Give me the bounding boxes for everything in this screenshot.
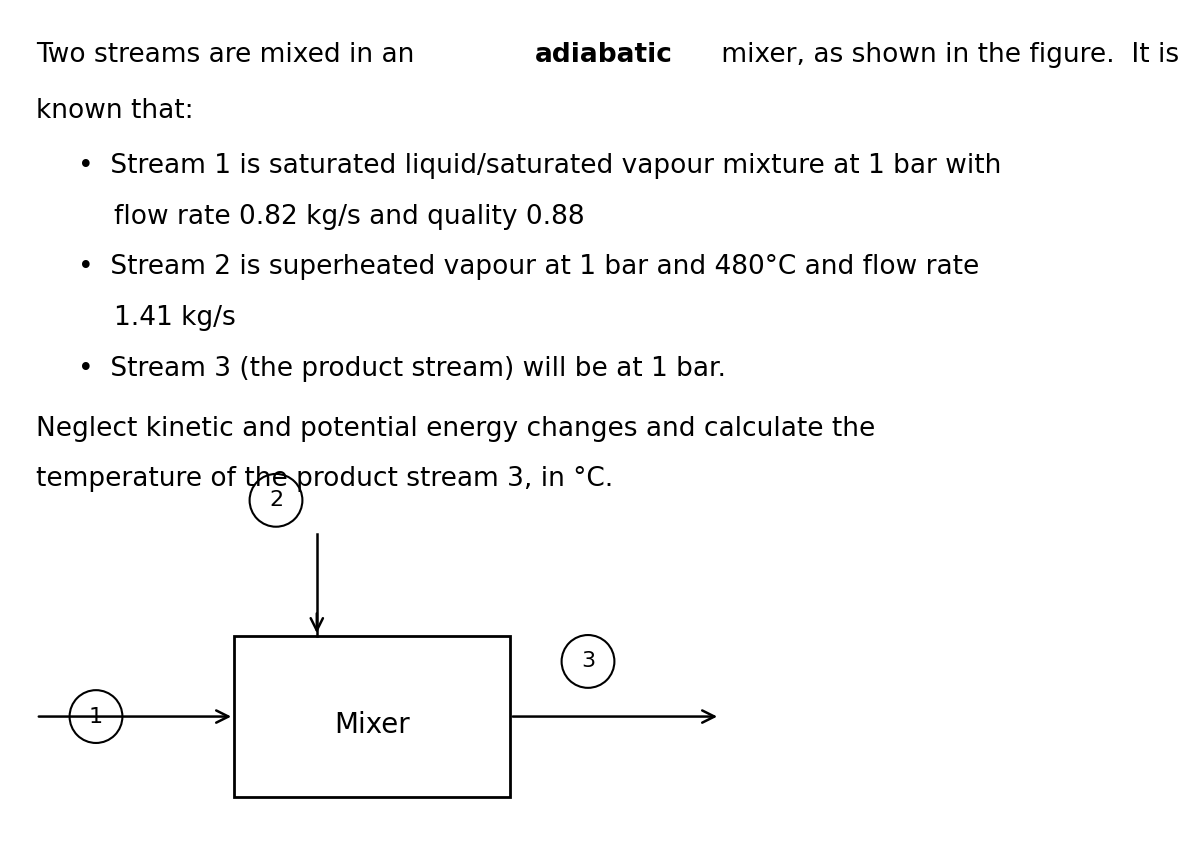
Text: known that:: known that: — [36, 98, 193, 124]
Text: adiabatic: adiabatic — [535, 42, 673, 69]
Text: Mixer: Mixer — [334, 711, 410, 739]
Text: Neglect kinetic and potential energy changes and calculate the: Neglect kinetic and potential energy cha… — [36, 416, 875, 442]
Text: 2: 2 — [269, 490, 283, 510]
Text: •  Stream 3 (the product stream) will be at 1 bar.: • Stream 3 (the product stream) will be … — [78, 356, 726, 382]
Text: •  Stream 2 is superheated vapour at 1 bar and 480°C and flow rate: • Stream 2 is superheated vapour at 1 ba… — [78, 254, 979, 281]
Text: flow rate 0.82 kg/s and quality 0.88: flow rate 0.82 kg/s and quality 0.88 — [114, 204, 584, 230]
Text: 1.41 kg/s: 1.41 kg/s — [114, 305, 235, 332]
Text: 1: 1 — [89, 706, 103, 727]
Text: temperature of the product stream 3, in °C.: temperature of the product stream 3, in … — [36, 466, 613, 493]
Text: Two streams are mixed in an: Two streams are mixed in an — [36, 42, 422, 69]
Bar — [234, 636, 510, 797]
Text: mixer, as shown in the figure.  It is: mixer, as shown in the figure. It is — [713, 42, 1180, 69]
Text: 3: 3 — [581, 651, 595, 672]
Text: •  Stream 1 is saturated liquid/saturated vapour mixture at 1 bar with: • Stream 1 is saturated liquid/saturated… — [78, 153, 1001, 179]
